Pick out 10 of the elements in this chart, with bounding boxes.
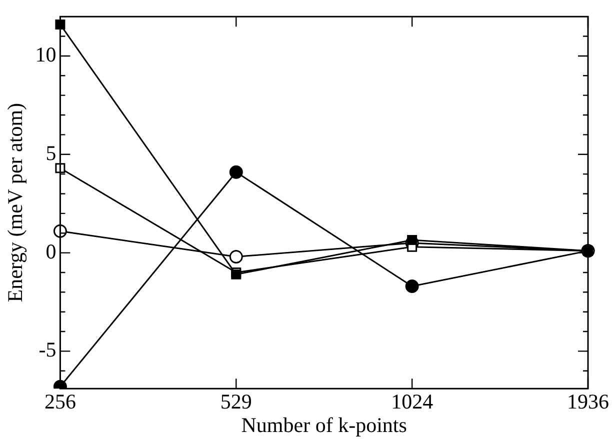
y-tick-label: 0 [46,239,56,264]
x-tick-label: 1024 [391,390,434,414]
x-tick-label: 256 [44,390,76,414]
y-tick-label: 10 [35,42,56,66]
x-axis-title: Number of k-points [241,412,407,437]
x-tick-label: 529 [220,390,252,414]
y-tick-label: 5 [46,140,56,165]
y-tick-label: -5 [38,338,56,362]
y-axis-title: Energy (meV per atom) [3,102,28,302]
x-tick-label: 1936 [567,390,609,414]
